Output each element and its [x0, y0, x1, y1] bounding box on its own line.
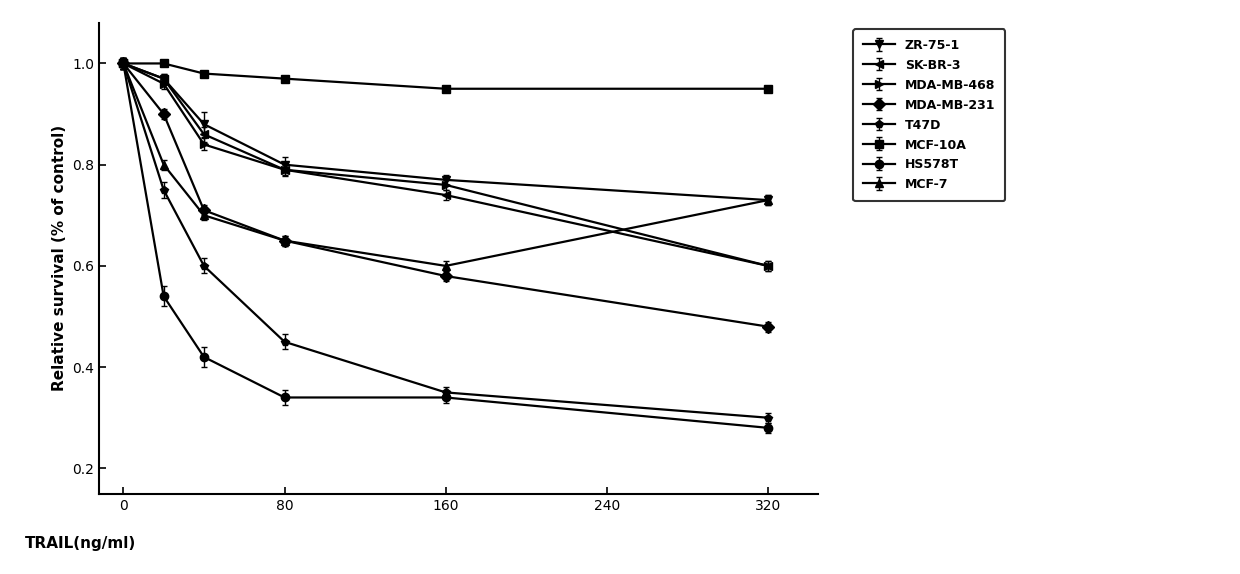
Text: TRAIL(ng/ml): TRAIL(ng/ml) — [25, 536, 136, 551]
Y-axis label: Relative survival (% of control): Relative survival (% of control) — [52, 125, 67, 391]
Legend: ZR-75-1, SK-BR-3, MDA-MB-468, MDA-MB-231, T47D, MCF-10A, HS578T, MCF-7: ZR-75-1, SK-BR-3, MDA-MB-468, MDA-MB-231… — [853, 29, 1006, 201]
